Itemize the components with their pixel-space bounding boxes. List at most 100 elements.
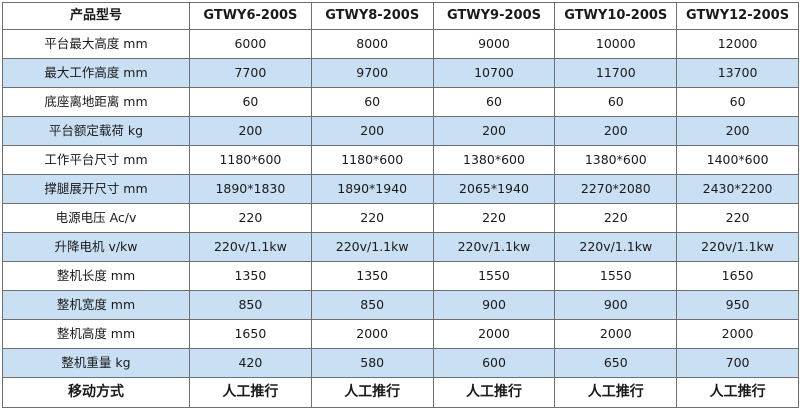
table-cell: 2000 bbox=[310, 319, 434, 349]
table-cell: 900 bbox=[432, 290, 556, 320]
table-cell: 60 bbox=[554, 87, 678, 117]
table-row: 整机宽度 mm 850 850 900 900 950 bbox=[2, 290, 799, 320]
table-row: 底座离地距离 mm 60 60 60 60 60 bbox=[2, 87, 799, 117]
table-cell: 人工推行 bbox=[189, 377, 312, 408]
table-cell: 220 bbox=[310, 203, 434, 233]
table-cell: 1890*1830 bbox=[189, 174, 312, 204]
table-cell: 人工推行 bbox=[676, 377, 799, 408]
header-cell-label: 产品型号 bbox=[2, 2, 190, 30]
table-cell: 1380*600 bbox=[432, 145, 556, 175]
table-cell: 60 bbox=[189, 87, 312, 117]
table-cell: 420 bbox=[189, 348, 312, 378]
table-row: 工作平台尺寸 mm 1180*600 1180*600 1380*600 138… bbox=[2, 145, 799, 175]
table-cell: 220 bbox=[432, 203, 556, 233]
table-row: 整机重量 kg 420 580 600 650 700 bbox=[2, 348, 799, 378]
table-cell: 220v/1.1kw bbox=[432, 232, 556, 262]
table-cell: 11700 bbox=[554, 58, 678, 88]
row-label: 整机宽度 mm bbox=[2, 290, 190, 320]
table-cell: 2000 bbox=[432, 319, 556, 349]
row-label: 整机高度 mm bbox=[2, 319, 190, 349]
table-cell: 10700 bbox=[432, 58, 556, 88]
table-cell: 220v/1.1kw bbox=[189, 232, 312, 262]
table-cell: 2000 bbox=[554, 319, 678, 349]
table-cell: 850 bbox=[310, 290, 434, 320]
table-cell: 850 bbox=[189, 290, 312, 320]
table-cell: 1550 bbox=[554, 261, 678, 291]
header-cell-model: GTWY8-200S bbox=[310, 2, 434, 30]
header-cell-model: GTWY12-200S bbox=[676, 2, 799, 30]
table-cell: 220v/1.1kw bbox=[310, 232, 434, 262]
table-cell: 人工推行 bbox=[432, 377, 556, 408]
table-row: 整机长度 mm 1350 1350 1550 1550 1650 bbox=[2, 261, 799, 291]
table-cell: 60 bbox=[432, 87, 556, 117]
row-label: 平台额定载荷 kg bbox=[2, 116, 190, 146]
table-cell: 1180*600 bbox=[310, 145, 434, 175]
table-cell: 1550 bbox=[432, 261, 556, 291]
row-label: 升降电机 v/kw bbox=[2, 232, 190, 262]
table-cell: 220 bbox=[189, 203, 312, 233]
row-label: 平台最大高度 mm bbox=[2, 29, 190, 59]
table-row: 最大工作高度 mm 7700 9700 10700 11700 13700 bbox=[2, 58, 799, 88]
table-cell: 9700 bbox=[310, 58, 434, 88]
table-cell: 200 bbox=[676, 116, 799, 146]
table-cell: 220 bbox=[676, 203, 799, 233]
table-cell: 200 bbox=[554, 116, 678, 146]
table-cell: 10000 bbox=[554, 29, 678, 59]
table-cell: 650 bbox=[554, 348, 678, 378]
table-cell: 950 bbox=[676, 290, 799, 320]
table-cell: 700 bbox=[676, 348, 799, 378]
header-cell-model: GTWY9-200S bbox=[432, 2, 556, 30]
table-cell: 13700 bbox=[676, 58, 799, 88]
table-cell: 200 bbox=[189, 116, 312, 146]
table-cell: 600 bbox=[432, 348, 556, 378]
header-row: 产品型号 GTWY6-200S GTWY8-200S GTWY9-200S GT… bbox=[2, 2, 799, 30]
table-cell: 200 bbox=[432, 116, 556, 146]
table-cell: 8000 bbox=[310, 29, 434, 59]
table-cell: 1890*1940 bbox=[310, 174, 434, 204]
table-cell: 60 bbox=[676, 87, 799, 117]
table-cell: 220 bbox=[554, 203, 678, 233]
row-label: 撑腿展开尺寸 mm bbox=[2, 174, 190, 204]
row-label: 电源电压 Ac/v bbox=[2, 203, 190, 233]
header-cell-model: GTWY6-200S bbox=[189, 2, 312, 30]
table-cell: 人工推行 bbox=[310, 377, 434, 408]
table-cell: 1350 bbox=[310, 261, 434, 291]
row-label: 整机长度 mm bbox=[2, 261, 190, 291]
table-cell: 人工推行 bbox=[554, 377, 678, 408]
table-cell: 220v/1.1kw bbox=[554, 232, 678, 262]
table-row: 升降电机 v/kw 220v/1.1kw 220v/1.1kw 220v/1.1… bbox=[2, 232, 799, 262]
table-cell: 7700 bbox=[189, 58, 312, 88]
table-cell: 1180*600 bbox=[189, 145, 312, 175]
table-row: 撑腿展开尺寸 mm 1890*1830 1890*1940 2065*1940 … bbox=[2, 174, 799, 204]
table-cell: 9000 bbox=[432, 29, 556, 59]
table-row: 整机高度 mm 1650 2000 2000 2000 2000 bbox=[2, 319, 799, 349]
table-cell: 200 bbox=[310, 116, 434, 146]
table-cell: 2000 bbox=[676, 319, 799, 349]
table-cell: 1400*600 bbox=[676, 145, 799, 175]
table-row: 电源电压 Ac/v 220 220 220 220 220 bbox=[2, 203, 799, 233]
table-cell: 900 bbox=[554, 290, 678, 320]
table-cell: 1650 bbox=[189, 319, 312, 349]
row-label: 整机重量 kg bbox=[2, 348, 190, 378]
table-cell: 12000 bbox=[676, 29, 799, 59]
table-cell: 580 bbox=[310, 348, 434, 378]
table-cell: 1380*600 bbox=[554, 145, 678, 175]
table-cell: 2430*2200 bbox=[676, 174, 799, 204]
table-cell: 60 bbox=[310, 87, 434, 117]
table-cell: 2065*1940 bbox=[432, 174, 556, 204]
header-cell-model: GTWY10-200S bbox=[554, 2, 678, 30]
table-cell: 2270*2080 bbox=[554, 174, 678, 204]
table-row: 平台最大高度 mm 6000 8000 9000 10000 12000 bbox=[2, 29, 799, 59]
table-row: 平台额定载荷 kg 200 200 200 200 200 bbox=[2, 116, 799, 146]
table-cell: 220v/1.1kw bbox=[676, 232, 799, 262]
table-cell: 1350 bbox=[189, 261, 312, 291]
table-cell: 1650 bbox=[676, 261, 799, 291]
table-cell: 6000 bbox=[189, 29, 312, 59]
row-label: 工作平台尺寸 mm bbox=[2, 145, 190, 175]
row-label: 移动方式 bbox=[2, 377, 190, 408]
footer-row: 移动方式 人工推行 人工推行 人工推行 人工推行 人工推行 bbox=[2, 377, 799, 408]
row-label: 最大工作高度 mm bbox=[2, 58, 190, 88]
row-label: 底座离地距离 mm bbox=[2, 87, 190, 117]
